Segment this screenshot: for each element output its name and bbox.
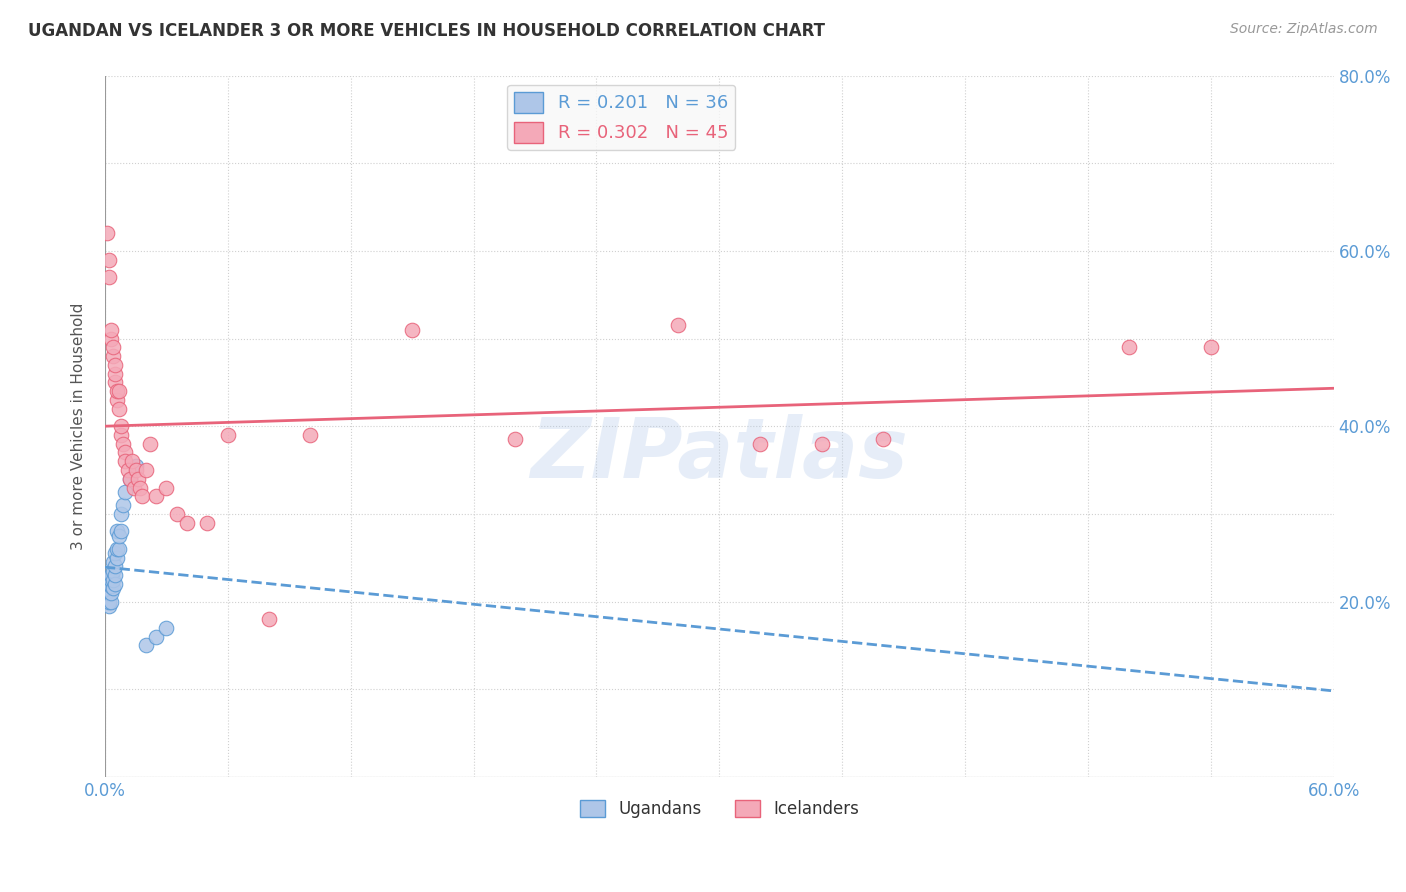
Point xyxy=(104,577,127,591)
Point xyxy=(108,384,131,398)
Point xyxy=(100,323,122,337)
Point xyxy=(155,621,177,635)
Point xyxy=(110,419,132,434)
Point xyxy=(121,454,143,468)
Point xyxy=(105,541,128,556)
Point xyxy=(104,358,127,372)
Point xyxy=(145,630,167,644)
Point xyxy=(105,550,128,565)
Point xyxy=(98,252,121,267)
Point xyxy=(98,573,121,587)
Point xyxy=(117,463,139,477)
Point xyxy=(298,428,321,442)
Point xyxy=(98,594,121,608)
Point xyxy=(100,594,122,608)
Point xyxy=(105,384,128,398)
Point xyxy=(503,433,526,447)
Point xyxy=(128,481,150,495)
Text: UGANDAN VS ICELANDER 3 OR MORE VEHICLES IN HOUSEHOLD CORRELATION CHART: UGANDAN VS ICELANDER 3 OR MORE VEHICLES … xyxy=(28,22,825,40)
Point xyxy=(110,524,132,539)
Point xyxy=(217,428,239,442)
Point xyxy=(104,568,127,582)
Point xyxy=(100,586,122,600)
Point xyxy=(810,436,832,450)
Point xyxy=(104,367,127,381)
Point xyxy=(96,577,118,591)
Y-axis label: 3 or more Vehicles in Household: 3 or more Vehicles in Household xyxy=(72,302,86,549)
Point xyxy=(108,401,131,416)
Point xyxy=(749,436,772,450)
Point xyxy=(145,489,167,503)
Point xyxy=(108,529,131,543)
Point xyxy=(101,564,124,578)
Point xyxy=(101,582,124,596)
Point xyxy=(401,323,423,337)
Point xyxy=(96,582,118,596)
Point xyxy=(155,481,177,495)
Point xyxy=(108,541,131,556)
Point xyxy=(112,436,135,450)
Point xyxy=(100,579,122,593)
Point xyxy=(125,458,148,473)
Point xyxy=(104,546,127,560)
Point xyxy=(139,436,162,450)
Point xyxy=(101,340,124,354)
Point xyxy=(127,472,149,486)
Point xyxy=(125,463,148,477)
Point xyxy=(114,485,136,500)
Point xyxy=(122,481,145,495)
Point xyxy=(101,573,124,587)
Point xyxy=(872,433,894,447)
Point xyxy=(98,577,121,591)
Text: ZIPatlas: ZIPatlas xyxy=(530,414,908,495)
Point xyxy=(1199,340,1222,354)
Point xyxy=(98,586,121,600)
Point xyxy=(114,454,136,468)
Point xyxy=(118,472,141,486)
Point xyxy=(96,586,118,600)
Point xyxy=(114,445,136,459)
Point xyxy=(666,318,689,333)
Text: Source: ZipAtlas.com: Source: ZipAtlas.com xyxy=(1230,22,1378,37)
Point xyxy=(195,516,218,530)
Point xyxy=(105,392,128,407)
Point xyxy=(112,498,135,512)
Point xyxy=(176,516,198,530)
Point xyxy=(100,332,122,346)
Point xyxy=(104,376,127,390)
Point xyxy=(104,559,127,574)
Legend: Ugandans, Icelanders: Ugandans, Icelanders xyxy=(574,793,866,824)
Point xyxy=(100,568,122,582)
Point xyxy=(96,227,118,241)
Point xyxy=(1118,340,1140,354)
Point xyxy=(98,270,121,285)
Point xyxy=(257,612,280,626)
Point xyxy=(118,472,141,486)
Point xyxy=(101,349,124,363)
Point xyxy=(166,507,188,521)
Point xyxy=(110,507,132,521)
Point xyxy=(101,555,124,569)
Point xyxy=(96,594,118,608)
Point xyxy=(131,489,153,503)
Point xyxy=(135,463,157,477)
Point xyxy=(100,573,122,587)
Point xyxy=(110,428,132,442)
Point xyxy=(98,599,121,613)
Point xyxy=(105,524,128,539)
Point xyxy=(135,639,157,653)
